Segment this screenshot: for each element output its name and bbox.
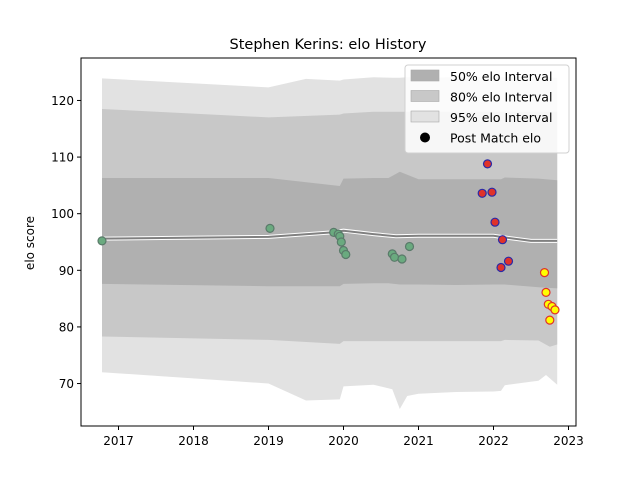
y-tick-label-70: 70 <box>59 377 74 391</box>
band-2-tail <box>501 177 558 289</box>
x-tick-label-2017: 2017 <box>103 434 134 448</box>
interval-bands <box>102 77 558 409</box>
data-point-0-11 <box>404 241 415 252</box>
legend-swatch-1 <box>410 90 440 102</box>
data-point-2-5 <box>550 305 560 315</box>
data-point-0-5 <box>336 237 346 247</box>
legend-label-3: Post Match elo <box>450 131 541 146</box>
chart-title: Stephen Kerins: elo History <box>230 37 427 53</box>
data-point-0-10 <box>397 254 407 264</box>
data-point-2-0 <box>539 268 550 278</box>
band-2-main <box>102 171 501 287</box>
post-match-points <box>97 159 560 325</box>
axes: 2017 2018 2019 2020 2021 2022 2023 70 80 90 100 110… <box>51 57 584 448</box>
x-tick-label-2020: 2020 <box>328 434 359 448</box>
legend-box <box>404 64 570 154</box>
y-tick-label-110: 110 <box>51 151 74 165</box>
x-tick-label-2019: 2019 <box>253 434 284 448</box>
data-point-2-1 <box>541 287 551 297</box>
y-tick-label-90: 90 <box>59 264 74 278</box>
data-point-2-3 <box>545 315 555 325</box>
legend-marker-3 <box>420 132 430 143</box>
legend-label-0: 50% elo Interval <box>450 69 552 84</box>
data-point-0-0 <box>97 236 107 246</box>
data-point-1-6 <box>503 256 514 266</box>
data-point-1-2 <box>487 187 497 197</box>
legend-swatch-0 <box>410 69 440 82</box>
legend: 50% elo Interval 80% elo Interval 95% elo … <box>404 64 570 154</box>
data-point-0-1 <box>265 223 275 233</box>
plot-frame <box>80 57 577 427</box>
data-point-1-0 <box>477 188 487 198</box>
x-tick-label-2018: 2018 <box>178 434 209 448</box>
data-point-0-7 <box>341 249 351 260</box>
data-point-1-4 <box>496 262 506 273</box>
x-tick-label-2023: 2023 <box>553 434 584 448</box>
x-tick-label-2021: 2021 <box>403 434 434 448</box>
y-tick-label-120: 120 <box>51 94 74 108</box>
legend-swatch-2 <box>410 110 440 123</box>
legend-label-1: 80% elo Interval <box>450 90 552 105</box>
data-point-1-1 <box>482 159 493 169</box>
data-point-1-3 <box>490 217 500 227</box>
legend-label-2: 95% elo Interval <box>450 110 552 125</box>
y-axis-label: elo score <box>23 216 37 270</box>
y-tick-label-80: 80 <box>59 320 74 334</box>
x-tick-label-2022: 2022 <box>478 434 509 448</box>
y-tick-label-100: 100 <box>51 207 74 221</box>
data-point-0-9 <box>389 252 400 262</box>
data-point-1-5 <box>497 235 508 245</box>
